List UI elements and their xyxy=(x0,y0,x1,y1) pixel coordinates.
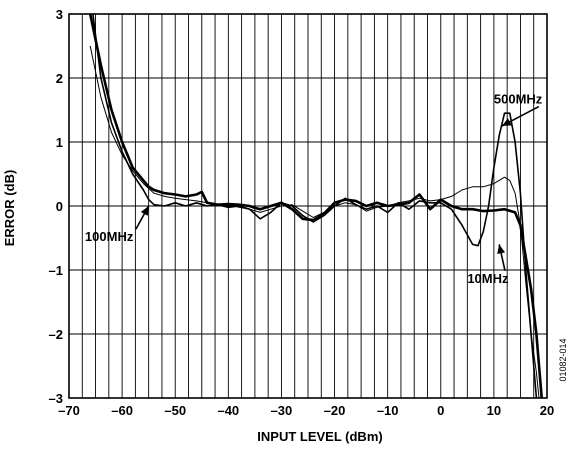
y-tick-label: –1 xyxy=(49,263,63,278)
annotations: 500MHz 100MHz 10MHz xyxy=(85,92,543,286)
x-tick-label: –30 xyxy=(271,403,293,418)
x-tick-label: –50 xyxy=(164,403,186,418)
x-tick-label: –60 xyxy=(111,403,133,418)
annotation-arrowhead xyxy=(140,206,149,216)
x-tick-label: 20 xyxy=(540,403,554,418)
x-axis-label: INPUT LEVEL (dBm) xyxy=(257,429,382,444)
figure-id: 01082-014 xyxy=(558,338,568,381)
x-tick-label: 0 xyxy=(437,403,444,418)
annotation-500mhz: 500MHz xyxy=(494,92,543,107)
grid xyxy=(69,14,547,398)
y-tick-label: –2 xyxy=(49,327,63,342)
x-tick-label: –70 xyxy=(58,403,80,418)
plot-frame xyxy=(68,13,548,399)
series-lines xyxy=(88,14,543,398)
y-tick-label: 0 xyxy=(56,199,63,214)
y-tick-label: 2 xyxy=(56,71,63,86)
x-tick-label: –10 xyxy=(377,403,399,418)
x-tick-label: –40 xyxy=(217,403,239,418)
x-tick-label: 10 xyxy=(487,403,501,418)
y-axis-label: ERROR (dB) xyxy=(2,170,17,247)
series-line-10mhz xyxy=(88,14,543,398)
y-tick-label: 1 xyxy=(56,135,63,150)
annotation-10mhz: 10MHz xyxy=(467,271,509,286)
annotation-arrowhead xyxy=(497,244,506,255)
annotation-100mhz: 100MHz xyxy=(85,229,134,244)
y-tick-label: –3 xyxy=(49,391,63,406)
annotation-arrowhead xyxy=(501,118,512,126)
y-tick-label: 3 xyxy=(56,7,63,22)
series-line-500mhz xyxy=(92,14,538,398)
x-tick-label: –20 xyxy=(324,403,346,418)
